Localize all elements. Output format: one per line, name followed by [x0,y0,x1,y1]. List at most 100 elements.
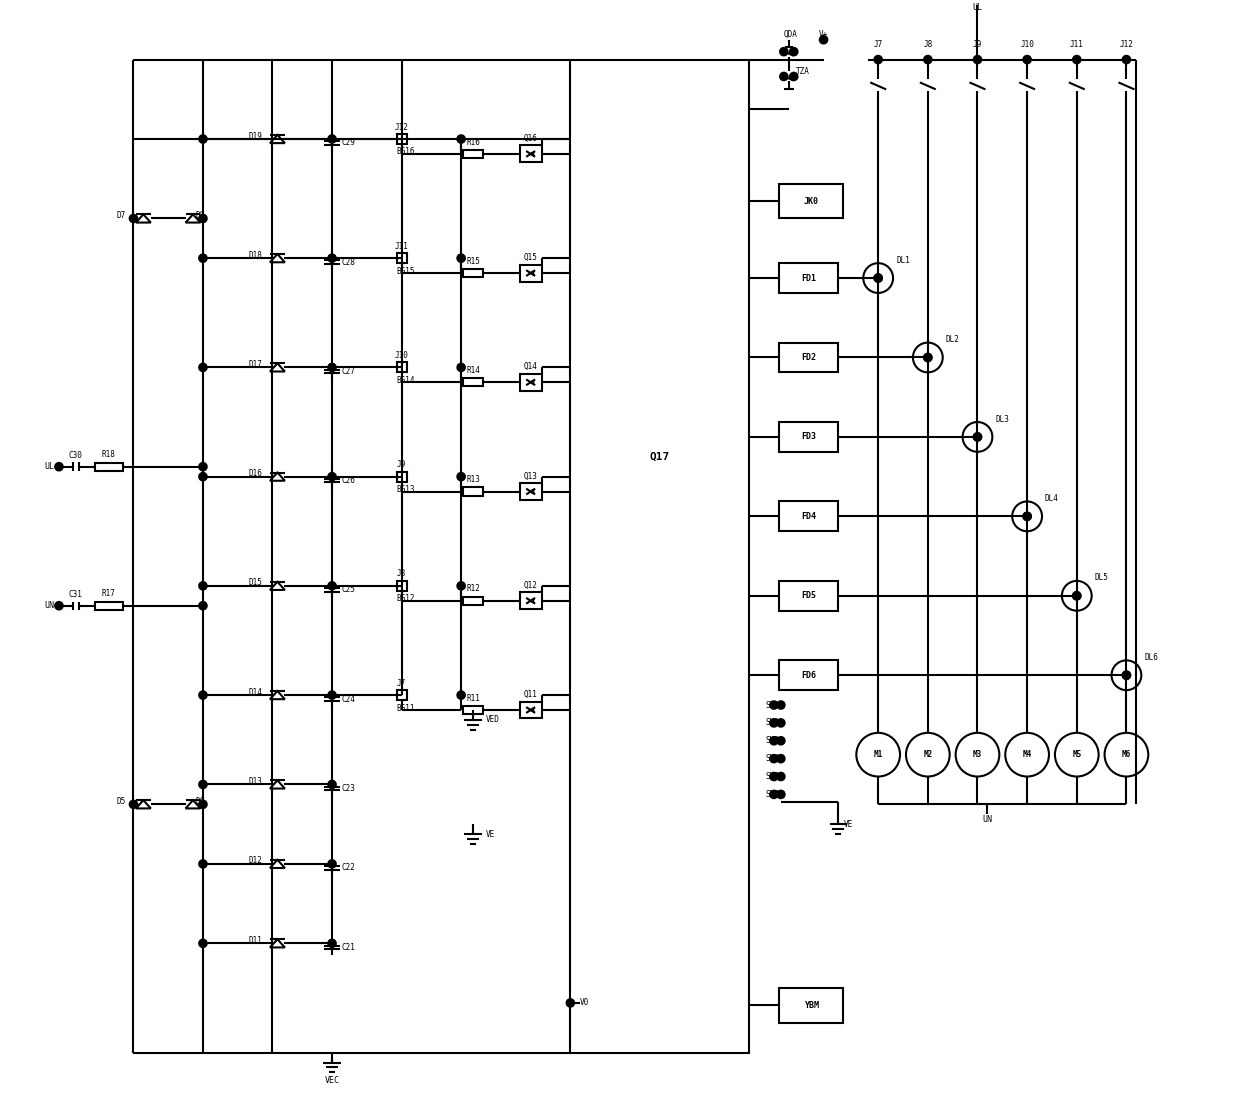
Text: Q14: Q14 [523,362,538,371]
Text: C28: C28 [342,257,356,266]
Text: QDA: QDA [784,30,797,40]
Circle shape [1122,56,1130,63]
Circle shape [973,433,981,441]
Bar [779,988,843,1023]
Text: DL2: DL2 [946,335,960,344]
Text: M3: M3 [973,750,982,759]
Circle shape [329,692,336,698]
Text: R15: R15 [466,256,480,265]
Bar [397,362,407,372]
Circle shape [956,733,999,777]
Text: FD1: FD1 [801,274,816,283]
Circle shape [200,939,207,947]
Circle shape [1023,513,1030,520]
Text: R16: R16 [466,137,480,147]
Bar [779,422,838,452]
Polygon shape [270,860,285,869]
Circle shape [770,737,777,745]
Circle shape [200,602,207,610]
Circle shape [1073,592,1080,600]
Text: C21: C21 [342,943,356,951]
Bar [779,343,838,372]
Circle shape [458,582,465,590]
Bar [779,661,838,691]
Bar [463,150,482,158]
Text: UN: UN [45,601,55,610]
Circle shape [857,733,900,777]
Text: C25: C25 [342,586,356,594]
Circle shape [200,781,207,788]
Circle shape [329,254,336,262]
Text: R11: R11 [466,694,480,703]
Polygon shape [270,473,285,481]
Text: J12: J12 [394,123,408,131]
Bar [520,592,542,609]
Text: FD3: FD3 [801,432,816,441]
Text: M1: M1 [873,750,883,759]
Text: DL3: DL3 [996,414,1009,423]
Circle shape [398,473,405,481]
Circle shape [790,73,797,81]
Circle shape [906,733,950,777]
Circle shape [973,433,981,441]
Circle shape [874,56,882,63]
Text: C23: C23 [342,783,356,793]
Text: M6: M6 [1122,750,1131,759]
Circle shape [1122,672,1130,678]
Circle shape [770,772,777,780]
Polygon shape [136,214,151,222]
Text: J8: J8 [397,569,407,578]
Polygon shape [270,135,285,144]
Text: J10: J10 [394,351,408,360]
Circle shape [329,781,336,788]
Polygon shape [270,939,285,947]
Text: D16: D16 [249,470,263,478]
Bar [520,702,542,718]
Text: J10: J10 [1021,40,1034,50]
Text: R17: R17 [102,589,115,598]
Text: D6: D6 [196,797,206,806]
Text: M5: M5 [1073,750,1081,759]
Circle shape [200,800,207,808]
Circle shape [130,214,138,222]
Text: SK4: SK4 [765,754,779,764]
Text: VE: VE [486,830,495,839]
Circle shape [1073,56,1080,63]
Circle shape [329,939,336,947]
Text: J7: J7 [873,40,883,50]
Circle shape [924,56,931,63]
Circle shape [56,602,63,610]
Circle shape [777,755,785,762]
Circle shape [962,422,992,452]
Circle shape [329,364,336,371]
Bar [397,134,407,144]
Text: J9: J9 [397,460,407,470]
Circle shape [200,463,207,471]
Text: UL: UL [972,3,982,12]
Bar [94,463,123,471]
Bar [397,691,407,701]
Text: FD6: FD6 [801,671,816,680]
Circle shape [458,254,465,262]
Text: SK2: SK2 [765,718,779,727]
Text: D13: D13 [249,777,263,786]
Circle shape [200,473,207,481]
Circle shape [458,364,465,371]
Circle shape [200,364,207,371]
Circle shape [1061,581,1091,611]
Text: R13: R13 [466,475,480,484]
Text: D15: D15 [249,578,263,588]
Text: FD2: FD2 [801,352,816,362]
Text: V+: V+ [818,30,828,40]
Bar [520,483,542,499]
Text: C26: C26 [342,476,356,485]
Text: BG12: BG12 [397,594,415,603]
Circle shape [130,800,138,808]
Text: Q15: Q15 [523,253,538,262]
Circle shape [790,48,797,55]
Circle shape [329,473,336,481]
Text: M4: M4 [1023,750,1032,759]
Text: D19: D19 [249,131,263,140]
Polygon shape [270,254,285,262]
Circle shape [777,719,785,727]
